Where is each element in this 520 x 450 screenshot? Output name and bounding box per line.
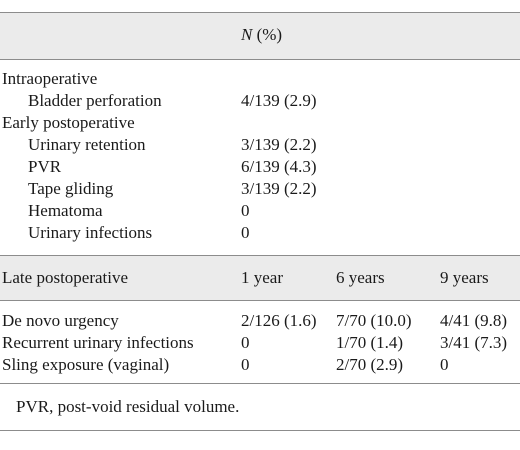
row-value: 7/70 (10.0) [336,311,412,330]
section-label-early-postoperative: Early postoperative [2,113,135,132]
row-value: 0 [241,355,250,374]
column-header-1-year: 1 year [241,268,284,287]
row-value: 4/139 (2.9) [241,91,317,110]
row-label: Sling exposure (vaginal) [2,355,170,374]
footnote: PVR, post-void residual volume. [16,397,240,416]
column-header-9-years: 9 years [440,268,489,287]
row-label: De novo urgency [2,311,119,330]
row-label: Tape gliding [28,179,114,198]
column-header-6-years: 6 years [336,268,385,287]
row-label: Urinary retention [28,135,146,154]
row-label: Urinary infections [28,223,153,242]
row-value: 1/70 (1.4) [336,333,404,352]
row-value: 0 [440,355,449,374]
section-label-intraoperative: Intraoperative [2,69,98,88]
table-header-band [0,12,520,60]
row-value: 6/139 (4.3) [241,157,317,176]
n-label: N [241,25,253,44]
row-label: Recurrent urinary infections [2,333,194,352]
row-value: 2/70 (2.9) [336,355,404,374]
row-value: 3/139 (2.2) [241,179,317,198]
footnote-top-rule [0,383,520,384]
row-label: Hematoma [28,201,103,220]
row-value: 0 [241,333,250,352]
percent-label: (%) [252,25,283,44]
column-header-n-percent: N (%) [241,25,282,45]
row-value: 3/139 (2.2) [241,135,317,154]
row-value: 4/41 (9.8) [440,311,508,330]
late-postoperative-header-band [0,255,520,301]
row-label: Bladder perforation [28,91,162,110]
row-value: 3/41 (7.3) [440,333,508,352]
row-label: PVR [28,157,62,176]
section-label-late-postoperative: Late postoperative [2,268,129,287]
row-value: 0 [241,223,250,242]
row-value: 0 [241,201,250,220]
footnote-bottom-rule [0,430,520,431]
row-value: 2/126 (1.6) [241,311,317,330]
